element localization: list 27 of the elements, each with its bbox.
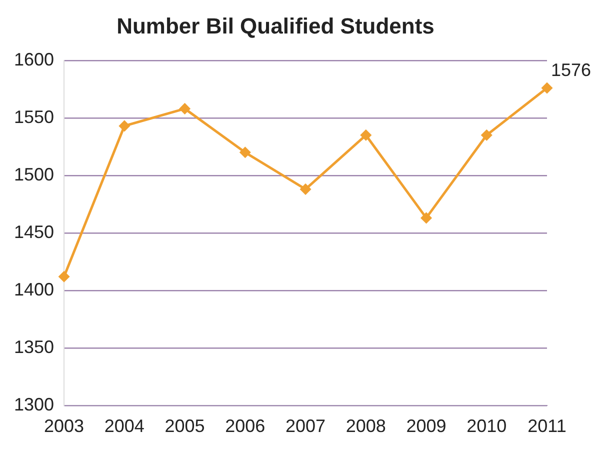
x-tick-label: 2010 <box>466 416 507 436</box>
chart-title: Number Bil Qualified Students <box>116 13 434 38</box>
point <box>300 184 311 194</box>
y-tick-label: 1600 <box>14 49 54 70</box>
y-tick-label: 1350 <box>14 336 54 357</box>
y-tick-label: 1400 <box>14 279 54 300</box>
x-tick-label: 2008 <box>346 416 386 436</box>
point <box>421 212 432 224</box>
data-label: 1576 <box>551 60 592 80</box>
point <box>360 130 372 140</box>
y-tick-label: 1450 <box>14 222 54 242</box>
y-tick-label: 1300 <box>14 394 54 414</box>
y-tick-label: 1550 <box>14 106 54 127</box>
point <box>180 103 190 114</box>
x-tick-label: 2005 <box>164 416 205 436</box>
point <box>119 120 130 132</box>
x-tick-label: 2007 <box>286 416 326 436</box>
x-tick-label: 2006 <box>225 416 266 436</box>
point <box>240 147 250 158</box>
point <box>58 271 70 282</box>
x-tick-label: 2003 <box>44 416 84 436</box>
point <box>481 130 492 140</box>
x-tick-label: 2009 <box>406 416 446 436</box>
x-tick-label: 2004 <box>104 416 144 436</box>
x-tick-label: 2011 <box>528 416 566 436</box>
y-tick-label: 1500 <box>14 164 54 184</box>
point <box>542 82 552 94</box>
